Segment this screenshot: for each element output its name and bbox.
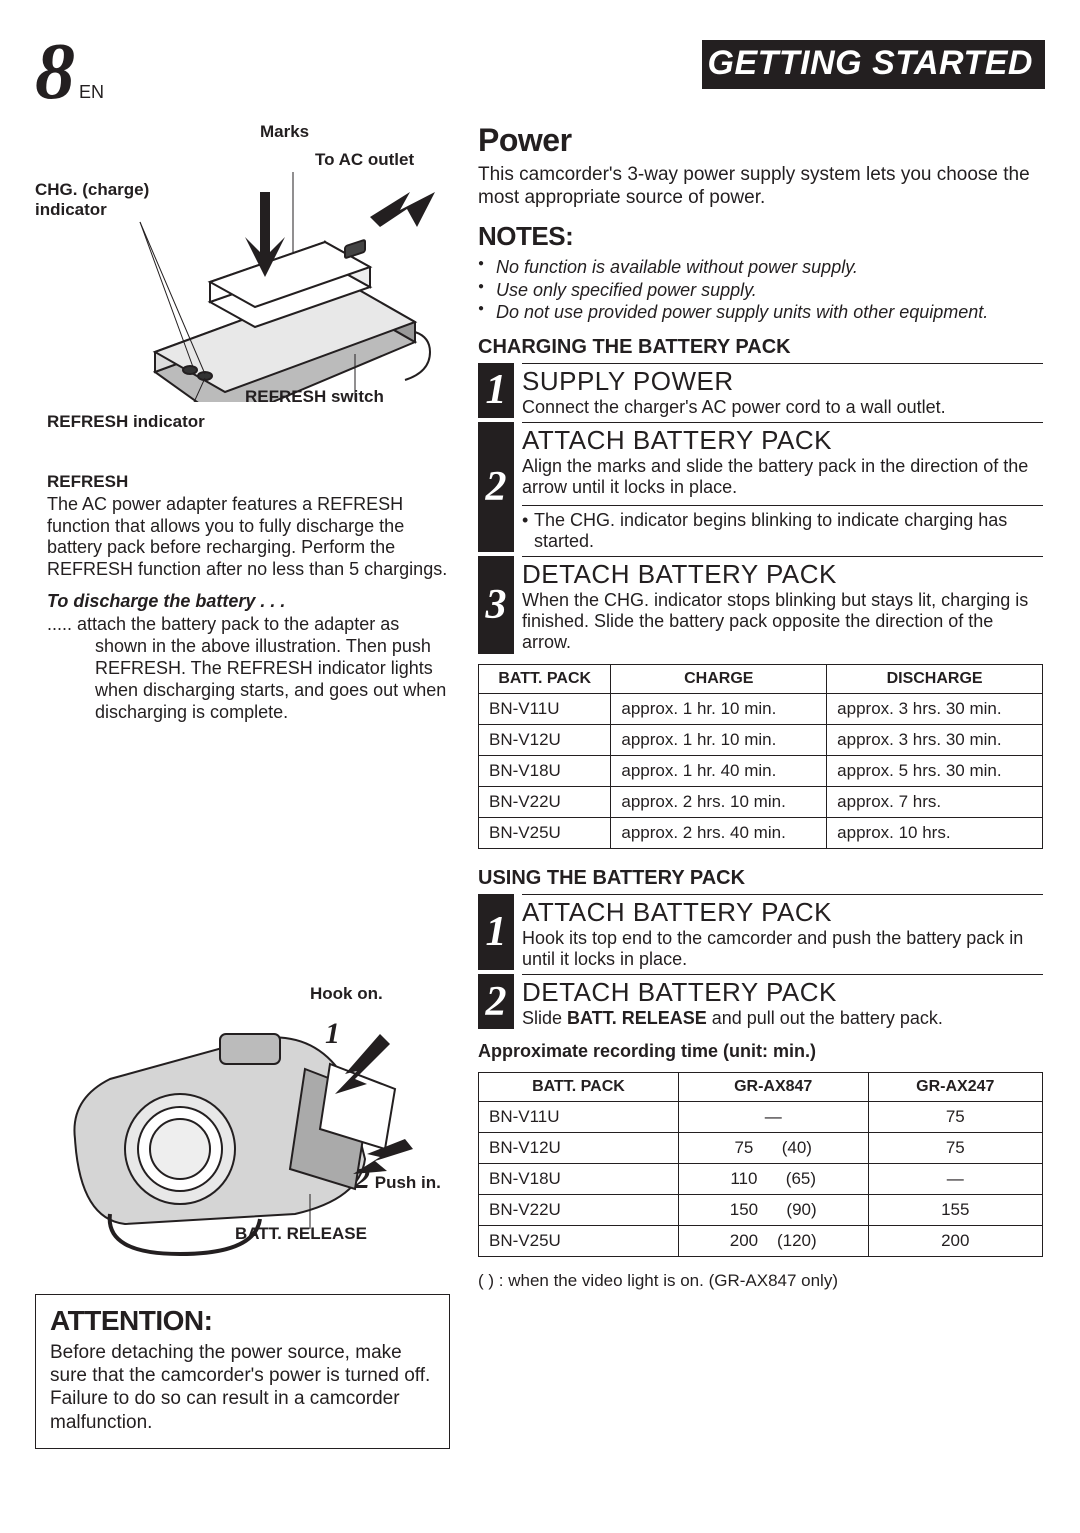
step-title: SUPPLY POWER	[522, 366, 1043, 397]
step-supply-power: 1 SUPPLY POWER Connect the charger's AC …	[478, 363, 1043, 418]
td: 200	[868, 1226, 1042, 1257]
step-using-attach: 1 ATTACH BATTERY PACK Hook its top end t…	[478, 894, 1043, 970]
td: approx. 2 hrs. 40 min.	[611, 817, 827, 848]
step-number: 2	[478, 422, 514, 552]
page-lang: EN	[79, 82, 104, 103]
charger-diagram: Marks To AC outlet CHG. (charge) indicat…	[35, 122, 450, 402]
td: 110 (65)	[678, 1164, 868, 1195]
td: 75 (40)	[678, 1133, 868, 1164]
td: BN-V22U	[479, 786, 611, 817]
th-gr-ax247: GR-AX247	[868, 1073, 1042, 1102]
step-number: 2	[478, 974, 514, 1029]
step-body: Slide BATT. RELEASE and pull out the bat…	[522, 1008, 1043, 1029]
step-body: Align the marks and slide the battery pa…	[522, 456, 1043, 498]
label-marks: Marks	[260, 122, 309, 142]
power-heading: Power	[478, 122, 1043, 159]
note-item: Do not use provided power supply units w…	[478, 301, 1043, 324]
td: approx. 1 hr. 40 min.	[611, 755, 827, 786]
label-to-ac: To AC outlet	[315, 150, 414, 170]
td: approx. 7 hrs.	[827, 786, 1043, 817]
td: BN-V22U	[479, 1195, 679, 1226]
note-item: Use only specified power supply.	[478, 279, 1043, 302]
hook-step-num: 1	[325, 1017, 340, 1050]
camcorder-diagram: Hook on. 1 2 Push in. BATT. RELEASE	[35, 979, 450, 1274]
td: approx. 1 hr. 10 min.	[611, 724, 827, 755]
th-discharge: DISCHARGE	[827, 664, 1043, 693]
page-digit: 8	[35, 40, 75, 104]
table-footnote: ( ) : when the video light is on. (GR-AX…	[478, 1271, 1043, 1291]
label-push-in: Push in.	[375, 1173, 441, 1192]
charge-table: BATT. PACK CHARGE DISCHARGE BN-V11Uappro…	[478, 664, 1043, 849]
attention-box: ATTENTION: Before detaching the power so…	[35, 1294, 450, 1449]
td: —	[678, 1102, 868, 1133]
rec-time-heading: Approximate recording time (unit: min.)	[478, 1041, 1043, 1062]
td: approx. 1 hr. 10 min.	[611, 693, 827, 724]
step-number: 1	[478, 363, 514, 418]
using-heading: USING THE BATTERY PACK	[478, 867, 1043, 890]
td: 75	[868, 1133, 1042, 1164]
txt-bold: BATT. RELEASE	[567, 1008, 707, 1028]
charging-heading: CHARGING THE BATTERY PACK	[478, 336, 1043, 359]
step-attach-battery: 2 ATTACH BATTERY PACK Align the marks an…	[478, 422, 1043, 552]
step-number: 3	[478, 556, 514, 654]
power-intro: This camcorder's 3-way power supply syst…	[478, 163, 1043, 209]
discharge-body: ..... attach the battery pack to the ada…	[95, 614, 450, 724]
label-refresh-switch: REFRESH switch	[245, 387, 384, 407]
th-gr-ax847: GR-AX847	[678, 1073, 868, 1102]
label-hook-on: Hook on.	[310, 984, 383, 1004]
td: BN-V25U	[479, 817, 611, 848]
step-using-detach: 2 DETACH BATTERY PACK Slide BATT. RELEAS…	[478, 974, 1043, 1029]
th-batt-pack: BATT. PACK	[479, 1073, 679, 1102]
td: 155	[868, 1195, 1042, 1226]
td: BN-V11U	[479, 693, 611, 724]
td: approx. 10 hrs.	[827, 817, 1043, 848]
recording-table: BATT. PACK GR-AX847 GR-AX247 BN-V11U—75 …	[478, 1072, 1043, 1257]
txt: Slide	[522, 1008, 567, 1028]
td: 200 (120)	[678, 1226, 868, 1257]
td: BN-V18U	[479, 755, 611, 786]
step-title: ATTACH BATTERY PACK	[522, 425, 1043, 456]
push-step-num: 2	[355, 1162, 370, 1195]
notes-heading: NOTES:	[478, 221, 1043, 252]
refresh-heading: REFRESH	[47, 472, 450, 492]
td: —	[868, 1164, 1042, 1195]
th-batt-pack: BATT. PACK	[479, 664, 611, 693]
note-item: No function is available without power s…	[478, 256, 1043, 279]
td: approx. 5 hrs. 30 min.	[827, 755, 1043, 786]
step-sub: The CHG. indicator begins blinking to in…	[522, 505, 1043, 552]
td: BN-V12U	[479, 724, 611, 755]
step-body: Hook its top end to the camcorder and pu…	[522, 928, 1043, 970]
txt: and pull out the battery pack.	[707, 1008, 943, 1028]
label-batt-release: BATT. RELEASE	[235, 1224, 367, 1244]
td: approx. 3 hrs. 30 min.	[827, 724, 1043, 755]
td: 75	[868, 1102, 1042, 1133]
th-charge: CHARGE	[611, 664, 827, 693]
step-title: ATTACH BATTERY PACK	[522, 897, 1043, 928]
step-title: DETACH BATTERY PACK	[522, 977, 1043, 1008]
notes-list: No function is available without power s…	[478, 256, 1043, 324]
attention-heading: ATTENTION:	[50, 1305, 435, 1337]
td: approx. 3 hrs. 30 min.	[827, 693, 1043, 724]
label-chg: CHG. (charge) indicator	[35, 180, 185, 219]
label-refresh-indicator: REFRESH indicator	[47, 412, 450, 432]
td: 150 (90)	[678, 1195, 868, 1226]
refresh-body: The AC power adapter features a REFRESH …	[47, 494, 450, 582]
page-title: GETTING STARTED	[702, 40, 1045, 89]
td: approx. 2 hrs. 10 min.	[611, 786, 827, 817]
td: BN-V11U	[479, 1102, 679, 1133]
page-number: 8 EN	[35, 40, 104, 104]
td: BN-V25U	[479, 1226, 679, 1257]
step-body: Connect the charger's AC power cord to a…	[522, 397, 1043, 418]
step-title: DETACH BATTERY PACK	[522, 559, 1043, 590]
attention-body: Before detaching the power source, make …	[50, 1341, 435, 1434]
step-detach-battery: 3 DETACH BATTERY PACK When the CHG. indi…	[478, 556, 1043, 654]
step-body: When the CHG. indicator stops blinking b…	[522, 590, 1043, 654]
step-number: 1	[478, 894, 514, 970]
discharge-heading: To discharge the battery . . .	[47, 591, 450, 612]
td: BN-V18U	[479, 1164, 679, 1195]
td: BN-V12U	[479, 1133, 679, 1164]
